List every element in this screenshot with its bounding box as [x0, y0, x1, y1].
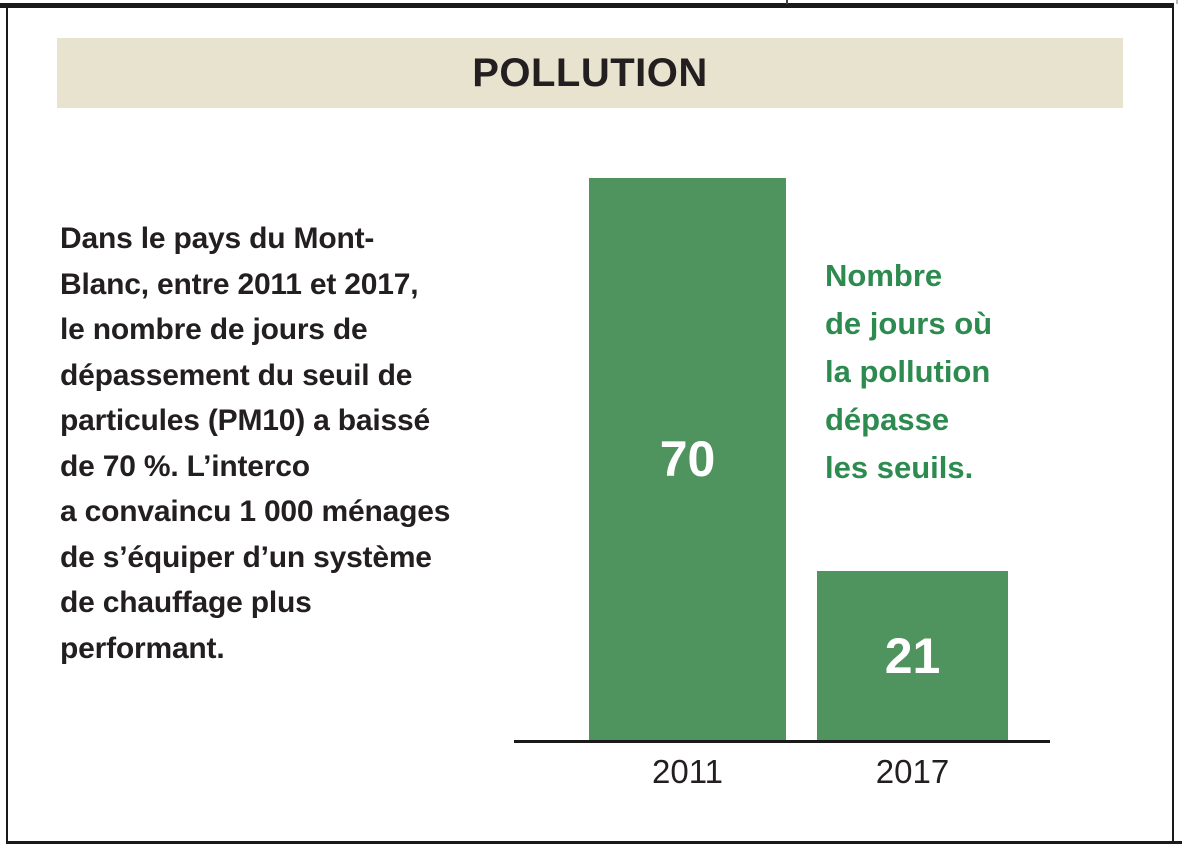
bar-2017-value-label: 21 [884, 627, 941, 684]
top-rule-line [0, 3, 1174, 8]
chart-annotation: Nombre de jours où la pollution dépasse … [825, 258, 993, 485]
x-axis-line [514, 740, 1050, 743]
bar-2011-value-label: 70 [659, 431, 716, 487]
x-tick-label-2011: 2011 [652, 753, 723, 790]
bar-2017: 21 [817, 571, 1008, 740]
column-divider-tick [786, 0, 788, 4]
section-header-band: POLLUTION [57, 38, 1123, 108]
summary-paragraph: Dans le pays du Mont- Blanc, entre 2011 … [60, 222, 451, 665]
section-title: POLLUTION [472, 50, 708, 95]
bottom-border-line [6, 841, 1182, 844]
left-border-line [6, 3, 8, 844]
x-tick-label-2017: 2017 [875, 753, 950, 790]
bar-2011: 70 [589, 178, 786, 740]
right-border-line [1172, 3, 1174, 844]
top-right-corner-tick [1176, 0, 1178, 4]
